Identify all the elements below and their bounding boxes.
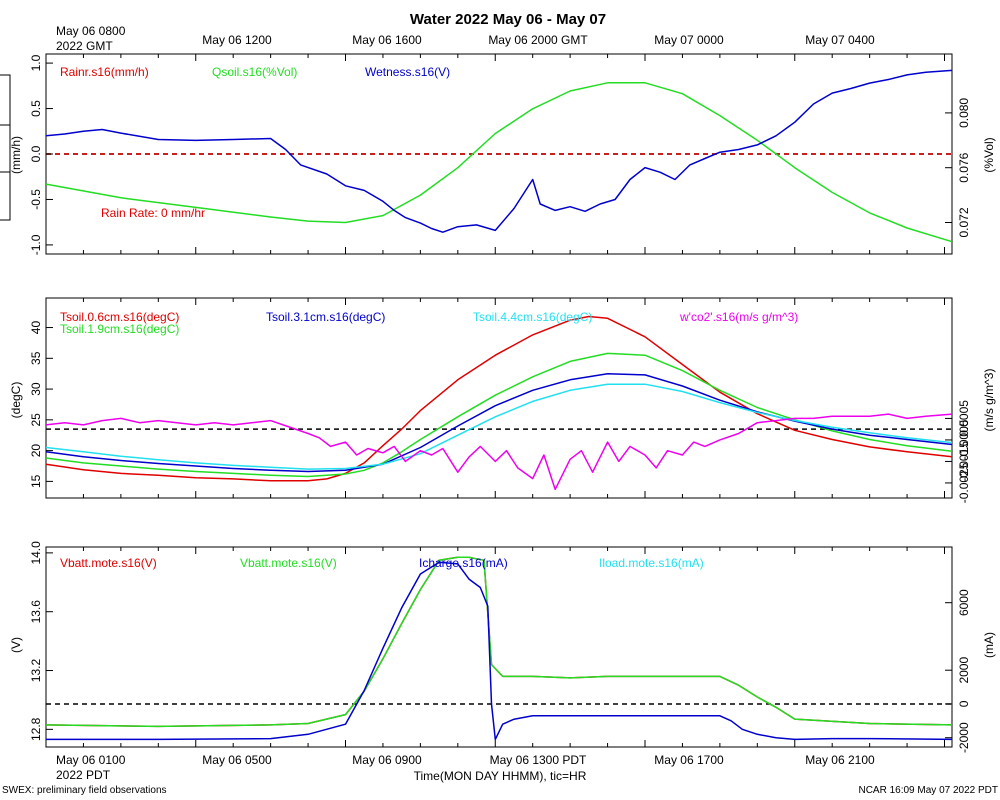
legend-iload: Iload.mote.s16(mA) bbox=[599, 556, 704, 570]
panel3-frame bbox=[46, 547, 952, 747]
y-tick-label-right: 2000 bbox=[957, 657, 971, 684]
footer-left-note: SWEX: preliminary field observations bbox=[2, 785, 167, 796]
panel3-right-axis-label: (mA) bbox=[982, 632, 996, 658]
y-tick-label-right: -0.0025 bbox=[957, 462, 971, 503]
x-axis-label: Time(MON DAY HHMM), tic=HR bbox=[414, 769, 587, 783]
panel2-left-axis-label: (degC) bbox=[9, 382, 23, 419]
rain-rate-annotation: Rain Rate: 0 mm/hr bbox=[101, 206, 205, 220]
y-tick-label-right: 0.076 bbox=[957, 152, 971, 182]
top-left-date: May 06 0800 bbox=[56, 24, 126, 38]
top-tick-label: May 06 1600 bbox=[352, 33, 422, 47]
legend-tsoil-1-9: Tsoil.1.9cm.s16(degC) bbox=[60, 322, 179, 336]
series-line bbox=[46, 557, 952, 726]
series-line bbox=[46, 317, 952, 481]
top-tick-label: May 07 0400 bbox=[805, 33, 875, 47]
figure: Water 2022 May 06 - May 07 May 06 0800 2… bbox=[0, 0, 1000, 800]
y-tick-label-left: 0.0 bbox=[29, 145, 43, 162]
legend-wetness: Wetness.s16(V) bbox=[365, 65, 450, 79]
top-tick-label: May 06 1200 bbox=[202, 33, 272, 47]
y-tick-label-left: 40 bbox=[29, 321, 43, 335]
panel2-right-axis-label: (m/s g/m^3) bbox=[982, 369, 996, 432]
y-tick-label-right: -2000 bbox=[957, 722, 971, 753]
y-tick-label-left: 25 bbox=[29, 413, 43, 427]
y-tick-label-left: -0.5 bbox=[29, 189, 43, 210]
panel2-frame bbox=[46, 298, 952, 498]
y-tick-label-right: 0 bbox=[957, 700, 971, 707]
panel3-left-axis-label: (V) bbox=[9, 637, 23, 653]
series-line bbox=[46, 562, 952, 739]
y-tick-label-left: 13.2 bbox=[29, 659, 43, 683]
y-tick-label-left: 15 bbox=[29, 474, 43, 488]
y-tick-label-right: 0.072 bbox=[957, 207, 971, 237]
y-tick-label-left: 1.0 bbox=[29, 54, 43, 71]
y-tick-label-left: 30 bbox=[29, 382, 43, 396]
panel1-left-axis-label: (mm/h) bbox=[9, 136, 23, 174]
bottom-tick-label: May 06 2100 bbox=[805, 753, 875, 767]
bottom-left-timezone: 2022 PDT bbox=[56, 768, 111, 782]
bottom-tick-label: May 06 0900 bbox=[352, 753, 422, 767]
y-tick-label-left: 13.6 bbox=[29, 600, 43, 624]
series-line bbox=[46, 557, 952, 726]
y-tick-label-left: -1.0 bbox=[29, 234, 43, 255]
legend-rainr: Rainr.s16(mm/h) bbox=[60, 65, 149, 79]
bottom-left-date: May 06 0100 bbox=[56, 753, 126, 767]
legend-icharge: Icharge.s16(mA) bbox=[419, 556, 508, 570]
panel1-right-axis-label: (%Vol) bbox=[982, 137, 996, 172]
footer-right-note: NCAR 16:09 May 07 2022 PDT bbox=[858, 785, 998, 796]
legend-tsoil-4-4: Tsoil.4.4cm.s16(degC) bbox=[473, 310, 592, 324]
y-tick-label-left: 14.0 bbox=[29, 541, 43, 565]
y-tick-label-left: 20 bbox=[29, 444, 43, 458]
bottom-tick-label: May 06 0500 bbox=[202, 753, 272, 767]
bottom-tick-label: May 06 1300 PDT bbox=[490, 753, 587, 767]
y-tick-label-right: 0.080 bbox=[957, 98, 971, 128]
plot-layer bbox=[46, 70, 952, 739]
legend-wco2: w'co2'.s16(m/s g/m^3) bbox=[679, 310, 798, 324]
y-tick-label-right: 6000 bbox=[957, 589, 971, 616]
y-tick-label-left: 12.8 bbox=[29, 717, 43, 741]
legend-vbatt-green: Vbatt.mote.s16(V) bbox=[240, 556, 337, 570]
top-tick-label: May 06 2000 GMT bbox=[488, 33, 588, 47]
y-tick-label-left: 0.5 bbox=[29, 100, 43, 117]
top-tick-label: May 07 0000 bbox=[654, 33, 724, 47]
chart-title: Water 2022 May 06 - May 07 bbox=[410, 11, 606, 28]
legend-vbatt-red: Vbatt.mote.s16(V) bbox=[60, 556, 157, 570]
bottom-tick-label: May 06 1700 bbox=[654, 753, 724, 767]
top-left-timezone: 2022 GMT bbox=[56, 39, 113, 53]
legend-tsoil-3-1: Tsoil.3.1cm.s16(degC) bbox=[266, 310, 385, 324]
legend-qsoil: Qsoil.s16(%Vol) bbox=[212, 65, 297, 79]
y-tick-label-left: 35 bbox=[29, 351, 43, 365]
